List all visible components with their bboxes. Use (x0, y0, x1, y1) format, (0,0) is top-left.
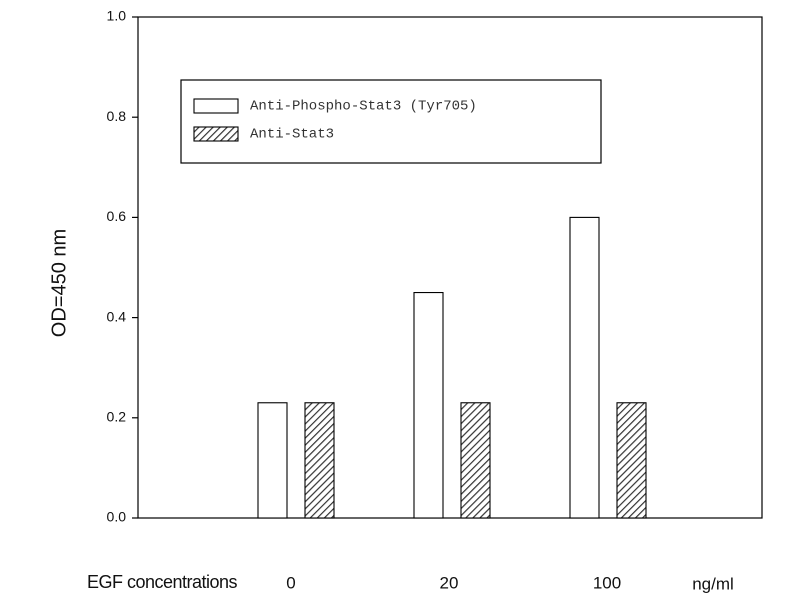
legend-swatch (193, 126, 239, 142)
y-tick-label: 0.6 (107, 208, 127, 224)
legend-swatch (193, 98, 239, 114)
x-tick-label: 20 (440, 573, 459, 592)
bar (257, 402, 288, 519)
y-tick-label: 1.0 (107, 8, 127, 24)
bar (460, 402, 491, 519)
bar (616, 402, 647, 519)
legend-label: Anti-Stat3 (250, 127, 334, 143)
y-tick-label: 0.0 (107, 509, 127, 525)
x-tick-label: 100 (593, 573, 621, 592)
y-tick-label: 0.4 (107, 308, 127, 324)
x-tick-label: 0 (286, 573, 295, 592)
y-axis-label: OD=450 nm (48, 229, 70, 337)
legend-box (180, 79, 602, 164)
x-axis-unit: ng/ml (692, 574, 734, 593)
x-axis-label: EGF concentrations (87, 572, 238, 592)
y-tick-label: 0.8 (107, 108, 127, 124)
y-tick-label: 0.2 (107, 409, 127, 425)
legend-label: Anti-Phospho-Stat3 (Tyr705) (250, 99, 477, 115)
plot-frame (137, 16, 763, 519)
bar (413, 291, 444, 519)
bar (304, 402, 335, 519)
bar (569, 216, 600, 519)
